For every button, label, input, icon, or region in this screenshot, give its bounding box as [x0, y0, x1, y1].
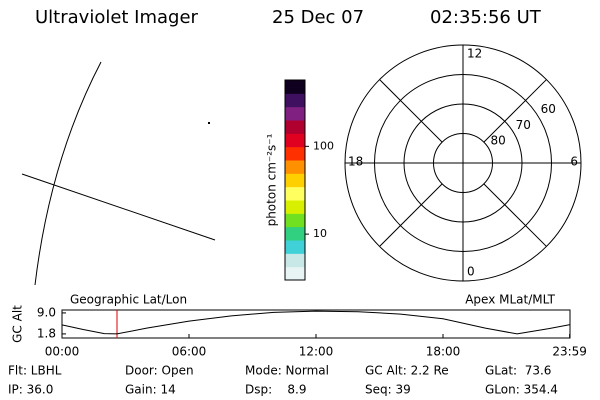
subtitle-left: Geographic Lat/Lon: [70, 293, 187, 307]
color-swatch: [285, 146, 305, 161]
color-swatch: [285, 133, 305, 148]
r-tick-label: 80: [491, 134, 506, 148]
color-swatch: [285, 200, 305, 214]
color-swatch: [285, 106, 305, 121]
image-dot: [208, 122, 210, 124]
title: Ultraviolet Imager: [35, 7, 199, 28]
image-line: [21, 173, 216, 241]
colorbar-label: photon cm⁻²s⁻¹: [265, 133, 279, 226]
theta-tick-label: 12: [467, 47, 482, 61]
status-field: Seq: 39: [365, 383, 411, 397]
diagonal-line: [379, 183, 443, 247]
status-field: Mode: Normal: [245, 364, 329, 378]
x-tick-label: 18:00: [426, 345, 461, 359]
status-field: Flt: LBHL: [8, 364, 62, 378]
x-tick-label: 12:00: [299, 345, 334, 359]
image-arc: [34, 61, 102, 286]
color-swatch: [285, 240, 305, 254]
x-tick-label: 00:00: [45, 345, 80, 359]
theta-tick-label: 0: [467, 265, 475, 279]
subtitle-right: Apex MLat/MLT: [465, 293, 555, 307]
y-axis-label: GC Alt: [11, 305, 25, 343]
status-field: GLat: 73.6: [485, 364, 551, 378]
time: 02:35:56 UT: [430, 7, 542, 28]
status-field: Gain: 14: [125, 383, 176, 397]
status-field: Dsp: 8.9: [245, 383, 307, 397]
plot-frame: [61, 309, 571, 339]
color-swatch: [285, 120, 305, 134]
colorbar-frame: [284, 79, 306, 281]
color-swatch: [285, 253, 305, 268]
r-tick-label: 60: [541, 102, 556, 116]
tick-label: 10: [313, 227, 327, 240]
diagonal-line: [379, 79, 443, 143]
color-swatch: [285, 226, 305, 241]
status-field: Door: Open: [125, 364, 194, 378]
x-tick-label: 23:59: [552, 345, 587, 359]
color-swatch: [285, 266, 305, 281]
diagonal-line: [483, 79, 547, 143]
theta-tick-label: 18: [348, 155, 363, 169]
status-field: GLon: 354.4: [485, 383, 558, 397]
status-field: GC Alt: 2.2 Re: [365, 364, 449, 378]
y-tick-label: 1.8: [37, 326, 56, 340]
color-swatch: [285, 186, 305, 201]
tick-label: 100: [313, 139, 334, 152]
theta-tick-label: 6: [570, 155, 578, 169]
x-tick-label: 06:00: [172, 345, 207, 359]
r-tick-label: 70: [516, 118, 531, 132]
color-swatch: [285, 173, 305, 188]
color-swatch: [285, 213, 305, 228]
color-swatch: [285, 80, 305, 94]
diagonal-line: [483, 183, 547, 247]
color-swatch: [285, 93, 305, 108]
status-field: IP: 36.0: [8, 383, 53, 397]
color-swatch: [285, 160, 305, 174]
altitude-line: [61, 310, 571, 335]
y-tick-label: 9.0: [37, 305, 56, 319]
date: 25 Dec 07: [272, 7, 364, 28]
